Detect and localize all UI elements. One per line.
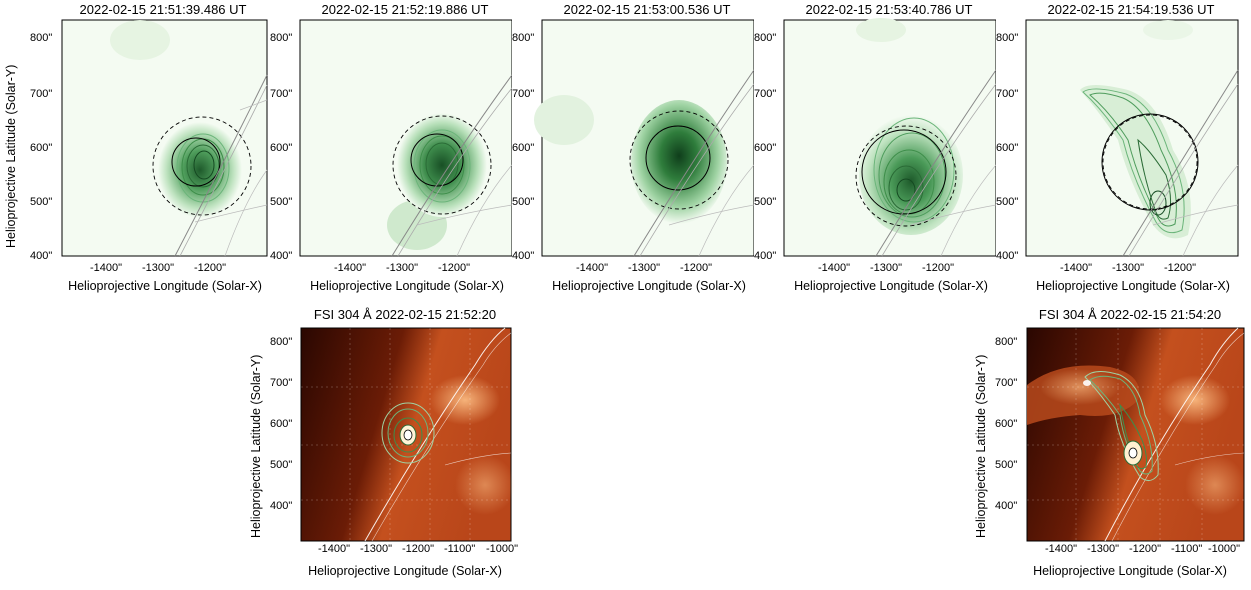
- euv-panel-1: FSI 304 Å 2022-02-15 21:52:20 800": [245, 305, 535, 590]
- xtick: -1200": [1129, 543, 1162, 555]
- ytick: 800": [30, 32, 53, 44]
- ytick: 700": [270, 377, 293, 389]
- ytick: 500": [754, 196, 777, 208]
- panel-title: 2022-02-15 21:54:19.536 UT: [1047, 2, 1215, 17]
- xtick: -1400": [576, 262, 609, 274]
- xtick: -1200": [438, 262, 471, 274]
- xtick: -1300": [1112, 262, 1145, 274]
- stix-map: [61, 19, 268, 257]
- ytick: 700": [30, 88, 53, 100]
- x-axis-label: Helioprojective Longitude (Solar-X): [310, 279, 504, 293]
- xtick: -1400": [90, 262, 123, 274]
- stix-map: [1025, 19, 1239, 257]
- euv-map: [1026, 327, 1245, 542]
- x-axis-label: Helioprojective Longitude (Solar-X): [308, 564, 502, 578]
- stix-map: [534, 19, 754, 257]
- ytick: 800": [754, 32, 777, 44]
- ytick: 600": [270, 418, 293, 430]
- xtick: -1400": [334, 262, 367, 274]
- ytick: 800": [270, 336, 293, 348]
- ytick: 800": [512, 32, 535, 44]
- ytick: 700": [996, 88, 1019, 100]
- xtick: -1300": [142, 262, 175, 274]
- ytick: 400": [512, 250, 535, 262]
- xtick: -1000": [486, 543, 519, 555]
- xtick: -1300": [870, 262, 903, 274]
- xtick: -1400": [1045, 543, 1078, 555]
- ytick: 500": [30, 196, 53, 208]
- x-axis-label: Helioprojective Longitude (Solar-X): [794, 279, 988, 293]
- x-axis-label: Helioprojective Longitude (Solar-X): [1036, 279, 1230, 293]
- xtick: -1000": [1208, 543, 1241, 555]
- xtick: -1200": [402, 543, 435, 555]
- panel-title: 2022-02-15 21:51:39.486 UT: [79, 2, 247, 17]
- panel-title: FSI 304 Å 2022-02-15 21:54:20: [1038, 307, 1222, 322]
- y-axis-label: Helioprojective Latitude (Solar-Y): [249, 354, 263, 538]
- ytick: 600": [30, 142, 53, 154]
- stix-map: [783, 18, 996, 257]
- x-axis-label: Helioprojective Longitude (Solar-X): [552, 279, 746, 293]
- ytick: 400": [270, 500, 293, 512]
- ytick: 500": [512, 196, 535, 208]
- ytick: 800": [270, 32, 293, 44]
- y-axis-label: Helioprojective Latitude (Solar-Y): [974, 354, 988, 538]
- xtick: -1200": [1164, 262, 1197, 274]
- stix-panel-3: 2022-02-15 21:53:00.536 UT 800" 700" 600…: [484, 0, 754, 300]
- ytick: 600": [995, 418, 1018, 430]
- ytick: 700": [270, 88, 293, 100]
- ytick: 600": [754, 142, 777, 154]
- ytick: 500": [995, 459, 1018, 471]
- x-axis-label: Helioprojective Longitude (Solar-X): [1033, 564, 1227, 578]
- stix-panel-2: 2022-02-15 21:52:19.886 UT 800" 700" 600…: [242, 0, 512, 300]
- ytick: 700": [995, 377, 1018, 389]
- panel-title: 2022-02-15 21:53:00.536 UT: [563, 2, 731, 17]
- xtick: -1200": [922, 262, 955, 274]
- ytick: 800": [995, 336, 1018, 348]
- ytick: 700": [754, 88, 777, 100]
- panel-title: 2022-02-15 21:53:40.786 UT: [805, 2, 973, 17]
- xtick: -1400": [318, 543, 351, 555]
- ytick: 500": [996, 196, 1019, 208]
- y-axis-label: Helioprojective Latitude (Solar-Y): [4, 64, 18, 248]
- stix-panel-4: 2022-02-15 21:53:40.786 UT 800" 700" 600…: [726, 0, 996, 300]
- panel-title: 2022-02-15 21:52:19.886 UT: [321, 2, 489, 17]
- xtick: -1200": [680, 262, 713, 274]
- xtick: -1100": [444, 543, 476, 555]
- xtick: -1300": [360, 543, 393, 555]
- stix-panel-1: 2022-02-15 21:51:39.486 UT 800" 700" 600…: [0, 0, 270, 300]
- ytick: 600": [996, 142, 1019, 154]
- ytick: 400": [30, 250, 53, 262]
- xtick: -1400": [818, 262, 851, 274]
- ytick: 400": [754, 250, 777, 262]
- panel-title: FSI 304 Å 2022-02-15 21:52:20: [313, 307, 497, 322]
- stix-map: [299, 19, 512, 257]
- xtick: -1200": [194, 262, 227, 274]
- ytick: 500": [270, 459, 293, 471]
- xtick: -1300": [386, 262, 419, 274]
- ytick: 400": [995, 500, 1018, 512]
- euv-panel-2: FSI 304 Å 2022-02-15 21:54:20: [970, 305, 1251, 590]
- xtick: -1400": [1060, 262, 1093, 274]
- ytick: 600": [512, 142, 535, 154]
- ytick: 400": [270, 250, 293, 262]
- stix-panel-5: 2022-02-15 21:54:19.536 UT 800" 700" 600…: [968, 0, 1251, 300]
- ytick: 600": [270, 142, 293, 154]
- ytick: 500": [270, 196, 293, 208]
- ytick: 800": [996, 32, 1019, 44]
- euv-map: [300, 327, 515, 542]
- xtick: -1100": [1171, 543, 1203, 555]
- ytick: 700": [512, 88, 535, 100]
- xtick: -1300": [628, 262, 661, 274]
- ytick: 400": [996, 250, 1019, 262]
- xtick: -1300": [1087, 543, 1120, 555]
- x-axis-label: Helioprojective Longitude (Solar-X): [68, 279, 262, 293]
